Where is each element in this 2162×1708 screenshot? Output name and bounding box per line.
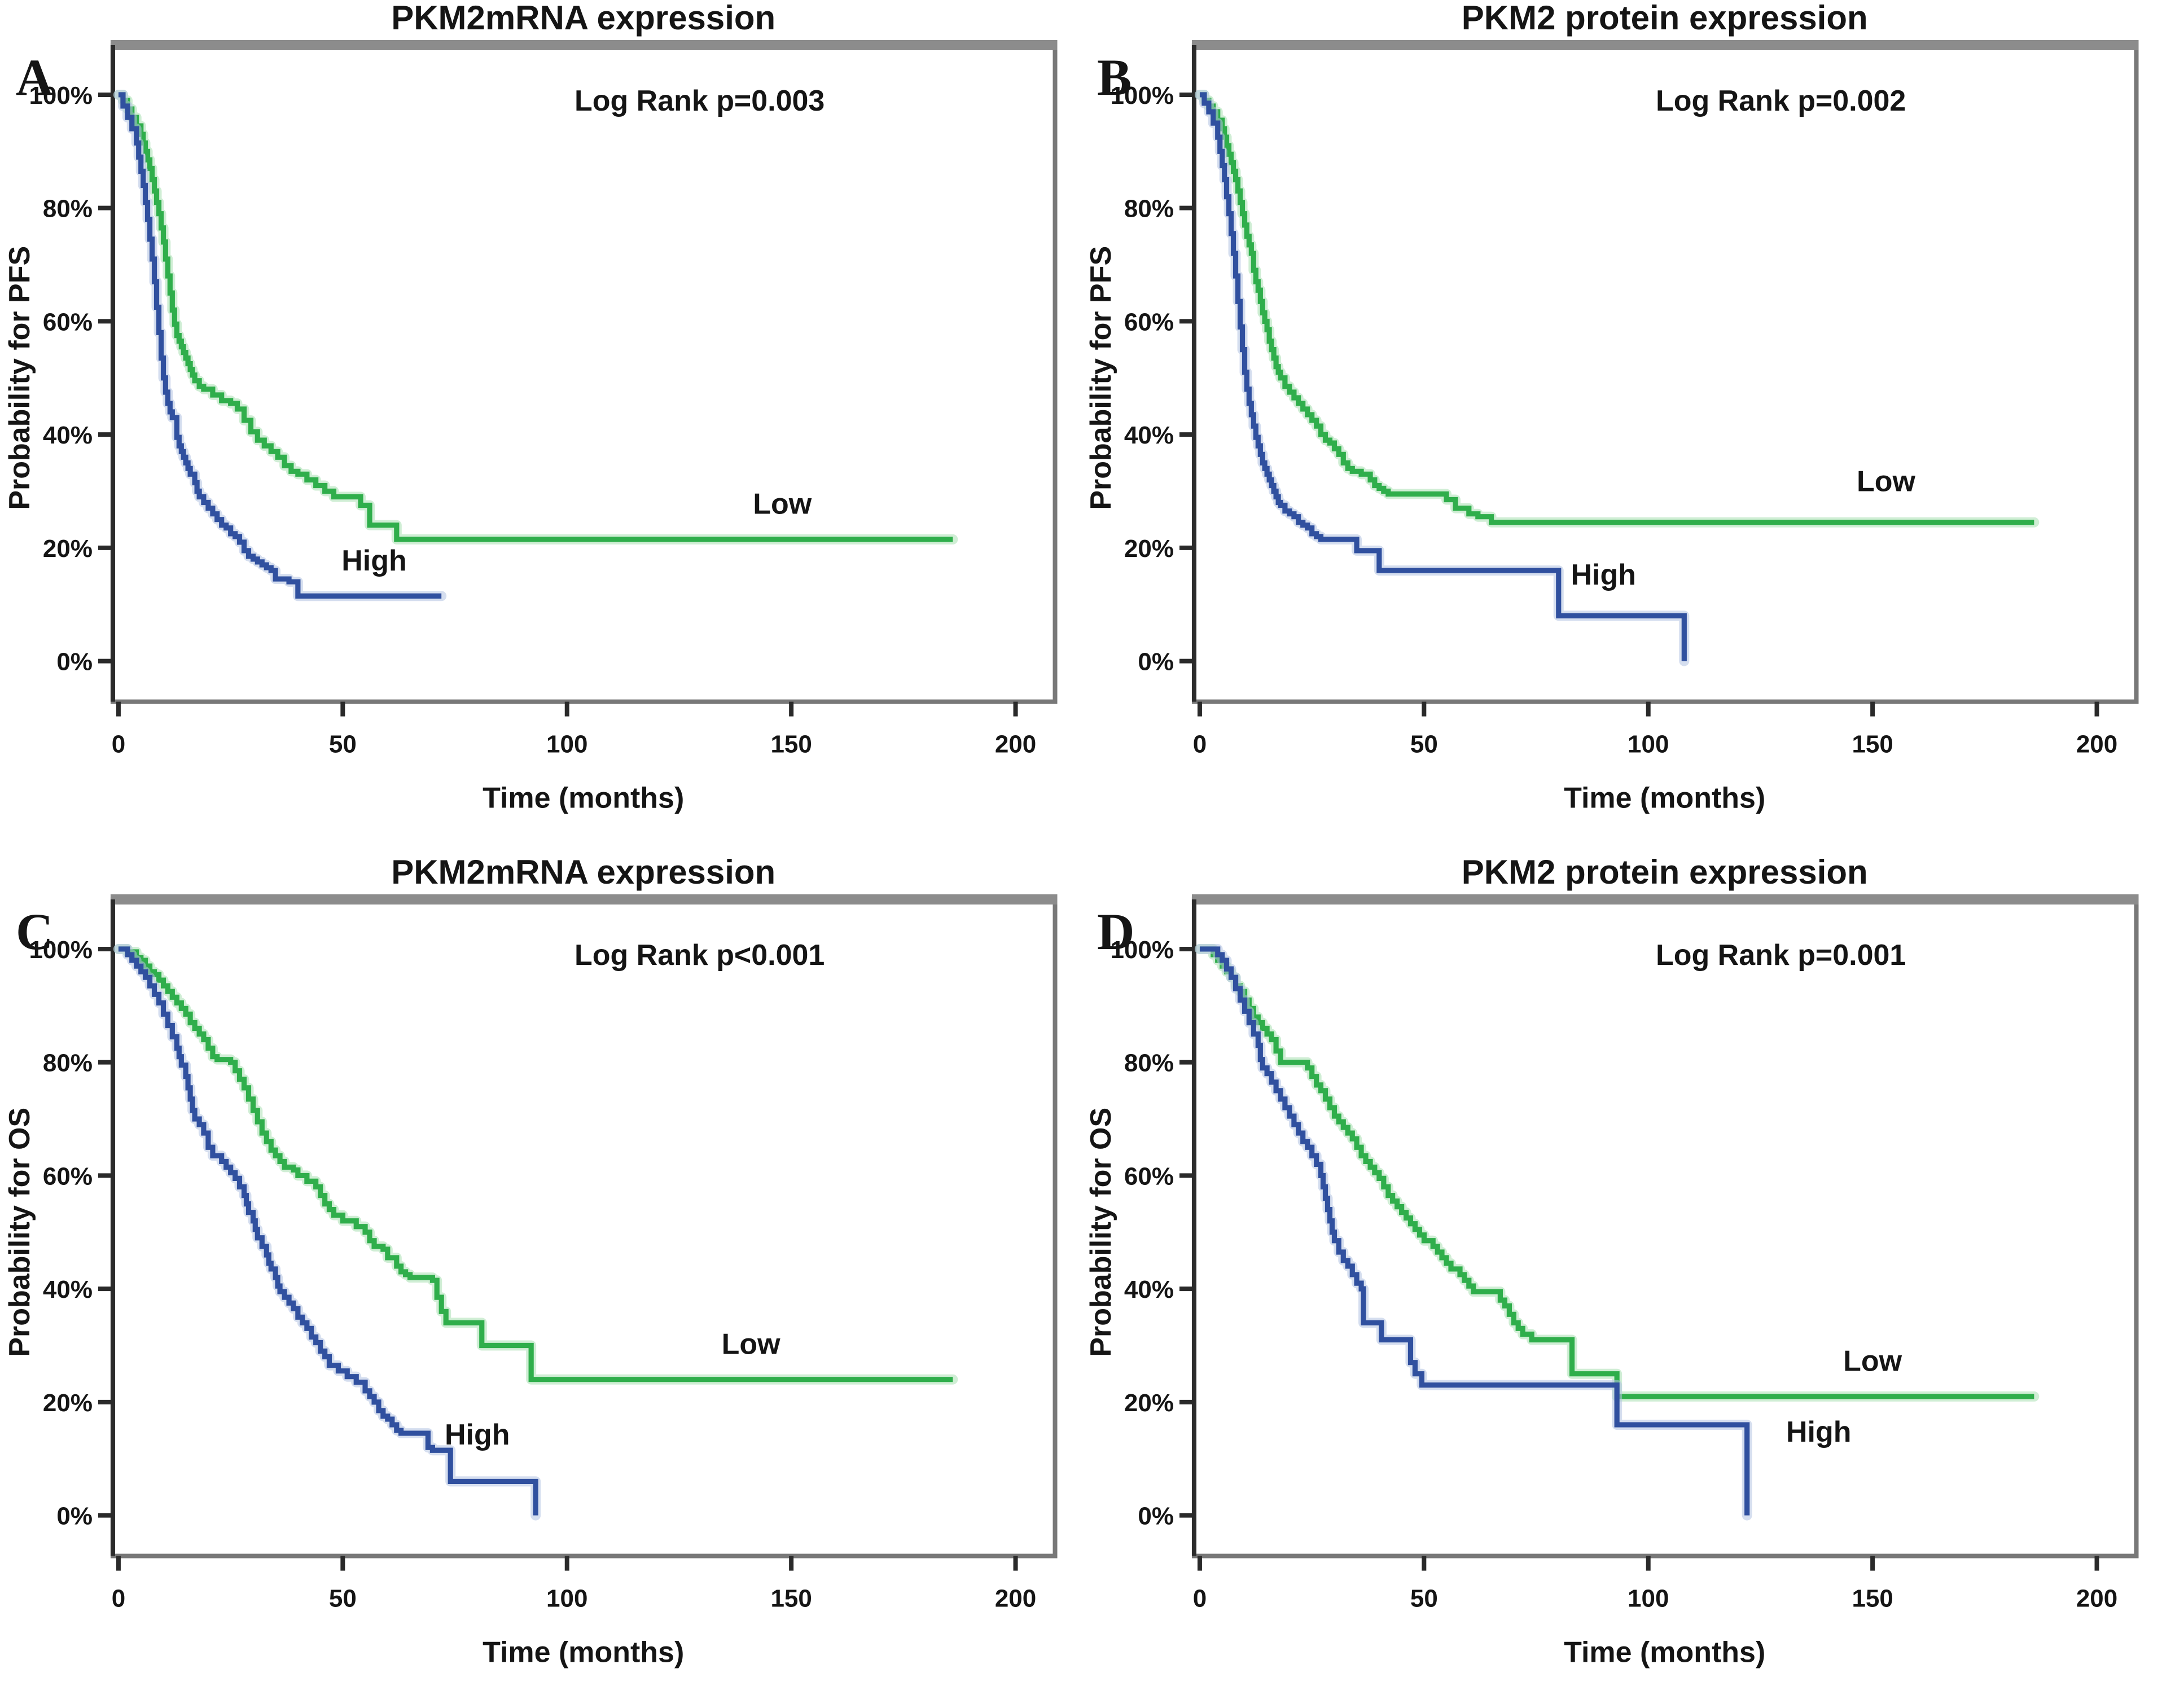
panel-d-x-axis-title: Time (months)	[1564, 1636, 1765, 1669]
x-tick-label: 200	[2076, 1584, 2117, 1612]
low-curve	[118, 92, 953, 542]
x-tick-label: 200	[2076, 731, 2117, 758]
high-curve	[118, 92, 442, 599]
panel-a-title: PKM2mRNA expression	[391, 0, 775, 37]
panel-b-x-axis-title: Time (months)	[1564, 782, 1765, 815]
high-curve-label: High	[1571, 559, 1635, 591]
low-curve-halo	[1194, 89, 2039, 528]
x-tick-label: 100	[1628, 731, 1669, 758]
x-tick-label: 50	[329, 1584, 357, 1612]
x-tick-label: 0	[112, 1584, 125, 1612]
panel-b: B PKM2 protein expression 0 50 100 150 200 0%…	[1081, 0, 2162, 854]
panel-b-logrank-pvalue: Log Rank p=0.002	[1655, 85, 1905, 117]
x-tick-label: 200	[995, 731, 1036, 758]
x-tick-label: 200	[995, 1584, 1036, 1612]
x-tick-label: 100	[546, 731, 587, 758]
panel-b-chart: B PKM2 protein expression 0 50 100 150 200 0%…	[1084, 0, 2139, 815]
x-tick-label: 100	[1628, 1584, 1669, 1612]
y-tick-label: 40%	[43, 421, 93, 449]
low-curve-label: Low	[753, 488, 812, 521]
panel-d-letter: D	[1097, 902, 1134, 960]
panel-a: A PKM2mRNA expression 0 50 100 150 200 0% 20% 4…	[0, 0, 1081, 854]
y-tick-label: 80%	[43, 1049, 93, 1077]
panel-a-logrank-pvalue: Log Rank p=0.003	[575, 85, 825, 117]
panel-b-plot: 0 50 100 150 200 0% 20% 40% 60% 80% 100% Low High	[1110, 39, 2139, 758]
panel-c-x-axis-title: Time (months)	[483, 1636, 684, 1669]
x-tick-label: 150	[1852, 731, 1893, 758]
panel-a-y-axis-title: Probability for PFS	[3, 246, 36, 510]
low-curve	[118, 946, 953, 1382]
plot-frame	[1191, 42, 2139, 704]
high-curve-halo	[1194, 943, 1752, 1521]
y-tick-label: 60%	[43, 1162, 93, 1190]
high-curve-label: High	[445, 1419, 510, 1451]
panel-a-x-axis-title: Time (months)	[483, 782, 684, 815]
panel-a-chart: A PKM2mRNA expression 0 50 100 150 200 0% 20% 4…	[3, 0, 1058, 815]
y-tick-label: 100%	[29, 82, 92, 109]
y-tick-label: 20%	[43, 1389, 93, 1416]
y-tick-label: 100%	[1110, 936, 1173, 963]
panel-d-logrank-pvalue: Log Rank p=0.001	[1655, 938, 1905, 971]
x-tick-label: 0	[1192, 731, 1206, 758]
plot-frame	[110, 42, 1058, 704]
panel-d-chart: D PKM2 protein expression 0 50 100 150 200 0%…	[1084, 854, 2139, 1669]
y-tick-label: 40%	[1124, 1276, 1173, 1303]
y-tick-label: 80%	[43, 195, 93, 223]
panel-d-title: PKM2 protein expression	[1461, 854, 1867, 891]
panel-d-y-axis-title: Probability for OS	[1084, 1107, 1117, 1356]
x-tick-label: 50	[1410, 1584, 1437, 1612]
y-tick-label: 0%	[1138, 648, 1174, 676]
low-curve-halo	[113, 943, 958, 1385]
x-tick-label: 100	[546, 1584, 587, 1612]
panel-c-plot: 0 50 100 150 200 0% 20% 40% 60% 80% 100% Low High	[29, 894, 1058, 1612]
y-tick-label: 60%	[43, 308, 93, 336]
y-tick-label: 40%	[1124, 421, 1173, 449]
panel-a-plot: 0 50 100 150 200 0% 20% 40% 60% 80% 100% Low High	[29, 39, 1058, 758]
y-tick-label: 20%	[1124, 1389, 1173, 1416]
y-tick-label: 80%	[1124, 1049, 1173, 1077]
panel-b-title: PKM2 protein expression	[1461, 0, 1867, 37]
panel-c-chart: C PKM2mRNA expression 0 50 100 150 200 0% 20% 4…	[3, 854, 1058, 1669]
panel-a-letter: A	[16, 49, 53, 106]
y-tick-label: 100%	[29, 936, 92, 963]
x-tick-label: 50	[329, 731, 357, 758]
x-tick-label: 150	[1852, 1584, 1893, 1612]
low-curve	[1199, 946, 2034, 1399]
high-curve	[118, 946, 538, 1516]
y-tick-label: 0%	[56, 648, 93, 676]
panel-b-letter: B	[1097, 49, 1131, 106]
low-curve	[1199, 92, 2034, 525]
x-tick-label: 0	[112, 731, 125, 758]
panel-c-y-axis-title: Probability for OS	[3, 1107, 36, 1356]
x-tick-label: 150	[770, 1584, 812, 1612]
panel-b-y-axis-title: Probability for PFS	[1084, 246, 1117, 510]
y-tick-label: 60%	[1124, 308, 1173, 336]
low-curve-label: Low	[1857, 466, 1915, 498]
high-curve-label: High	[1786, 1416, 1851, 1448]
panel-d: D PKM2 protein expression 0 50 100 150 200 0%…	[1081, 854, 2162, 1708]
low-curve-halo	[113, 89, 958, 545]
y-tick-label: 100%	[1110, 82, 1173, 109]
low-curve-label: Low	[1843, 1345, 1902, 1377]
y-tick-label: 20%	[43, 535, 93, 563]
y-tick-label: 20%	[1124, 535, 1173, 563]
y-tick-label: 60%	[1124, 1162, 1173, 1190]
panel-c-logrank-pvalue: Log Rank p<0.001	[575, 938, 825, 971]
x-tick-label: 150	[770, 731, 812, 758]
low-curve-label: Low	[722, 1328, 780, 1360]
y-tick-label: 40%	[43, 1276, 93, 1303]
panel-d-plot: 0 50 100 150 200 0% 20% 40% 60% 80% 100% Low High	[1110, 894, 2139, 1612]
x-tick-label: 0	[1192, 1584, 1206, 1612]
panel-c-letter: C	[16, 902, 53, 960]
x-tick-label: 50	[1410, 731, 1437, 758]
y-tick-label: 0%	[56, 1502, 93, 1530]
panel-c: C PKM2mRNA expression 0 50 100 150 200 0% 20% 4…	[0, 854, 1081, 1708]
high-curve-label: High	[341, 545, 406, 577]
high-curve	[1199, 92, 1687, 661]
y-tick-label: 80%	[1124, 195, 1173, 223]
y-tick-label: 0%	[1138, 1502, 1174, 1530]
panel-c-title: PKM2mRNA expression	[391, 854, 775, 891]
high-curve	[1199, 946, 1749, 1516]
